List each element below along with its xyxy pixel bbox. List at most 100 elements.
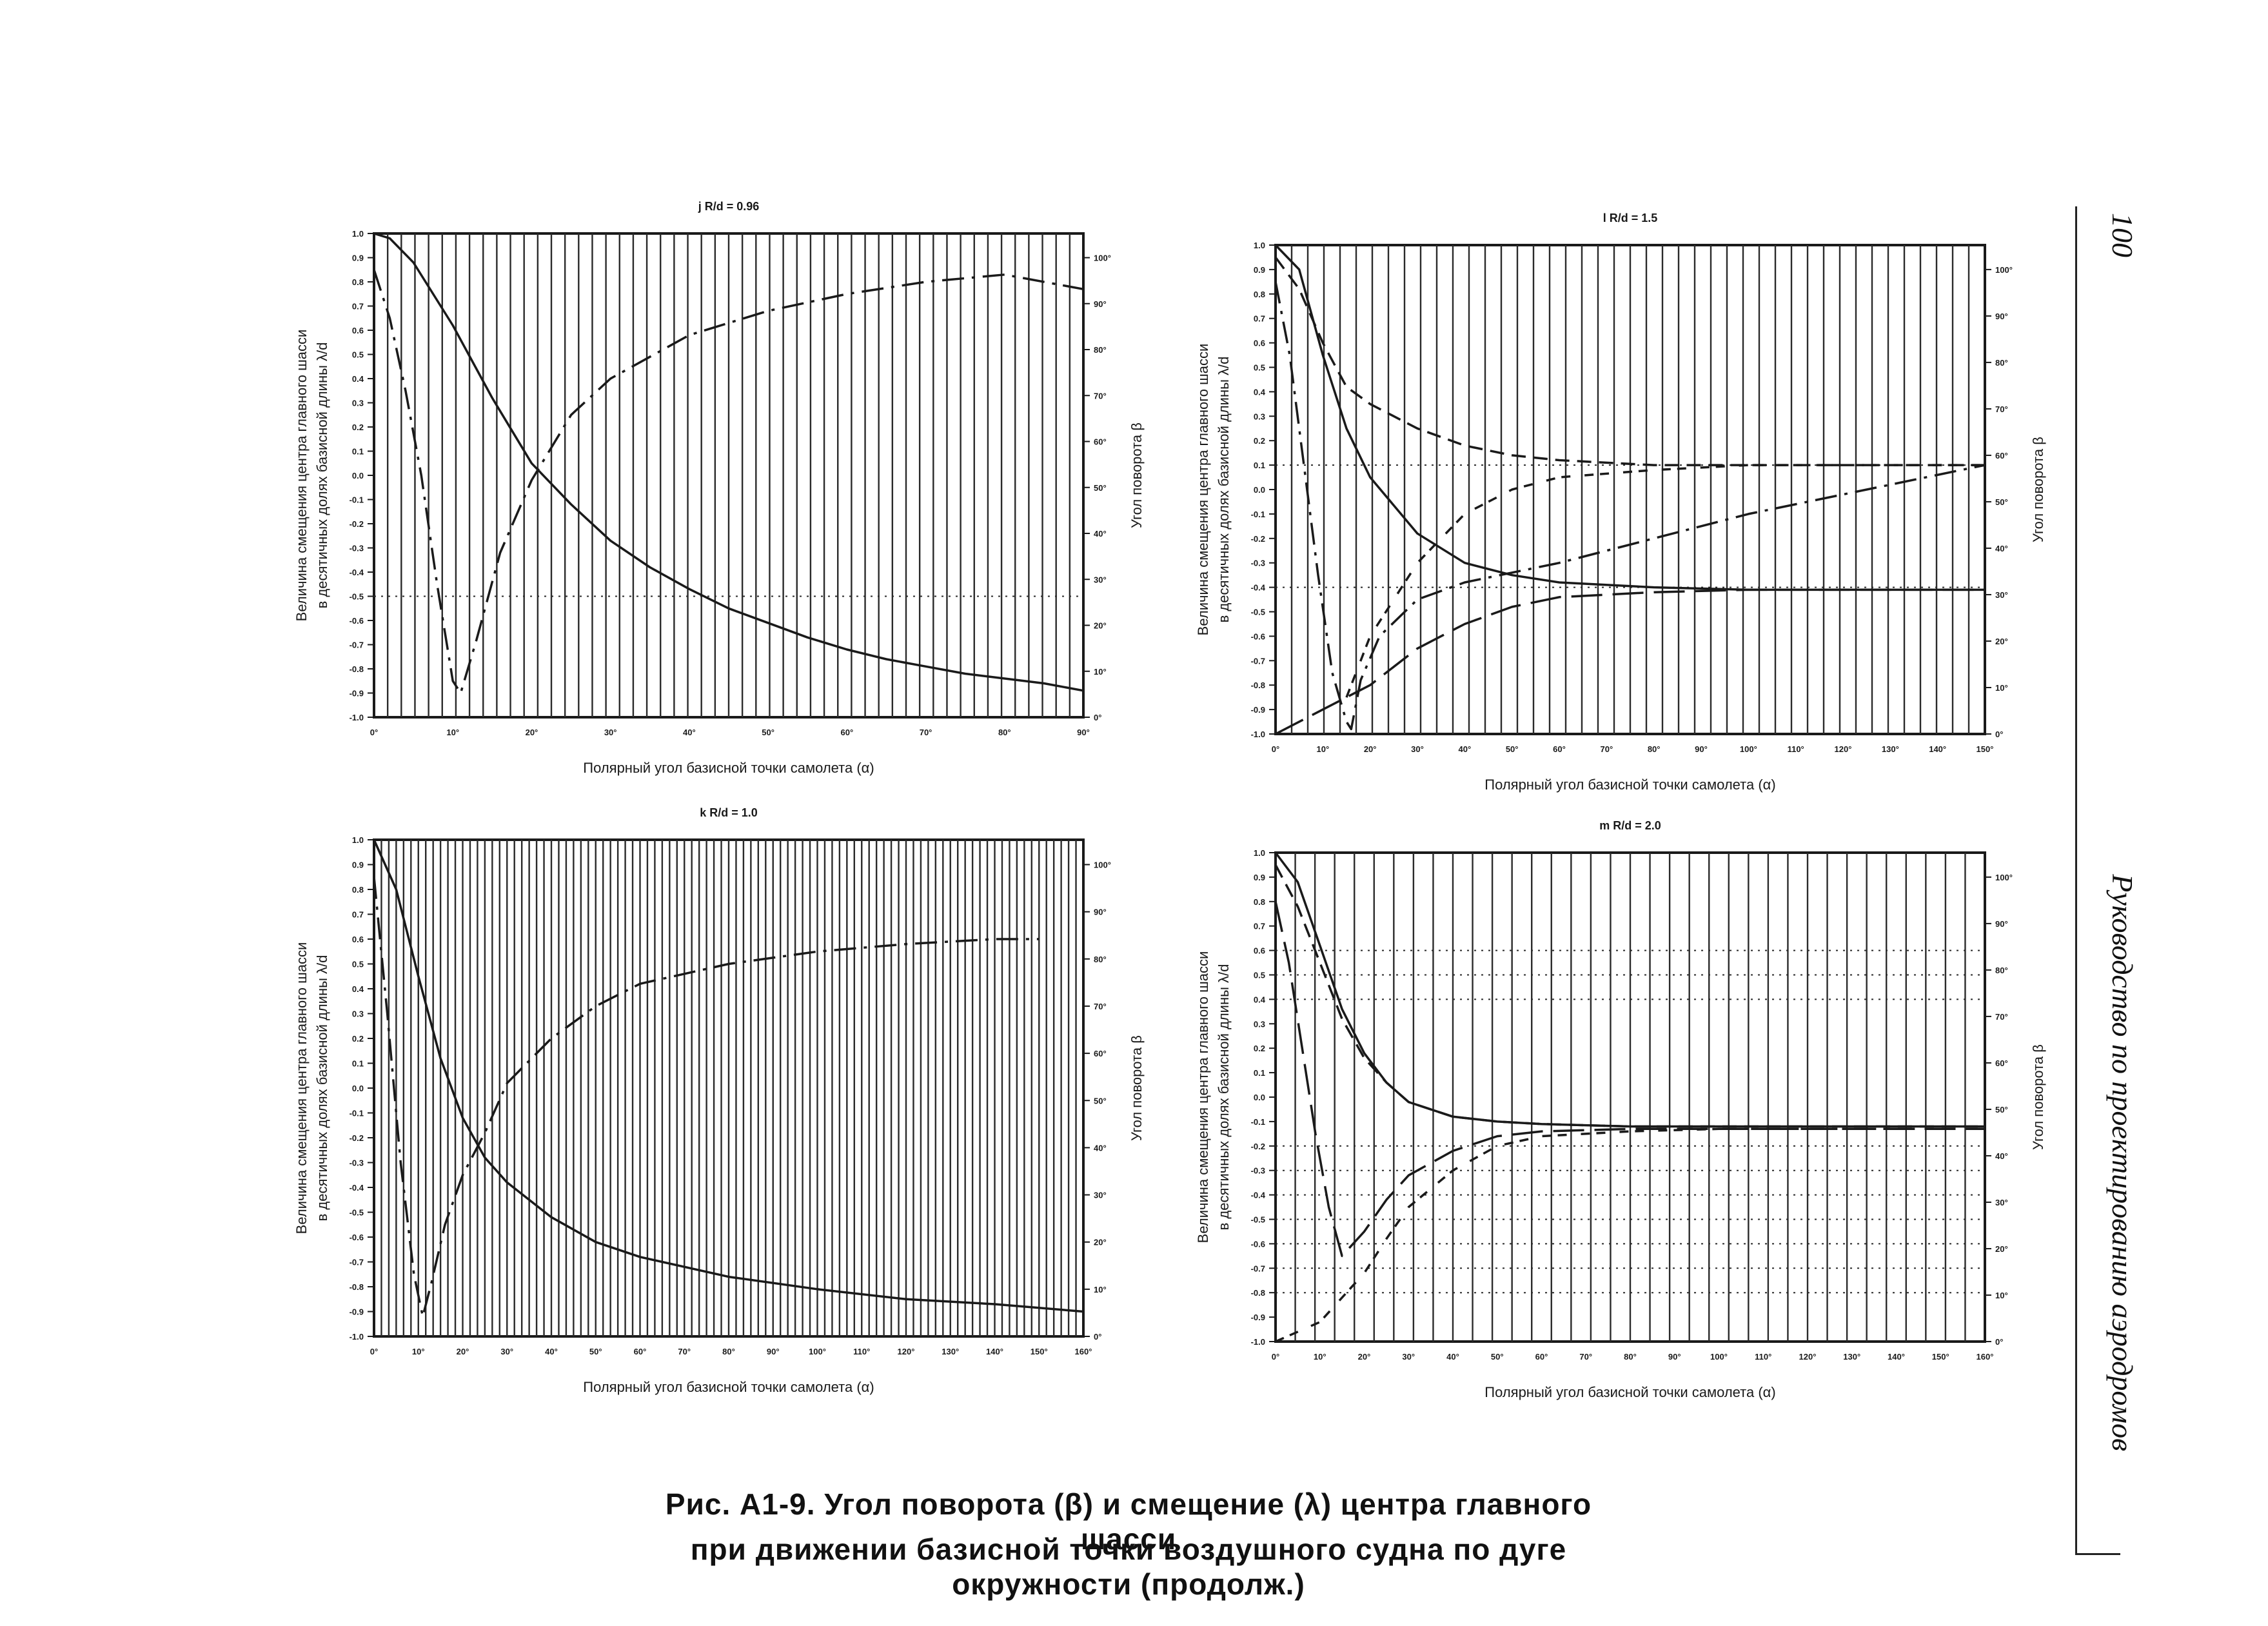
y-tick-label: 0.5 <box>352 960 364 969</box>
y-tick-label: 0.9 <box>1254 265 1265 275</box>
y-tick-label: -0.1 <box>1251 510 1265 519</box>
series-line-dashdot <box>373 269 1084 695</box>
y-tick-label: 0.3 <box>352 399 364 408</box>
y-axis-label-1: Величина смещения центра главного шасси <box>1195 344 1211 636</box>
x-tick-label: 10° <box>412 1347 425 1356</box>
y2-tick-label: 60° <box>1094 1049 1107 1058</box>
series-line-dashed <box>1274 864 1985 1128</box>
x-tick-label: 110° <box>1755 1352 1771 1362</box>
chart-panel-k: 1.0 0.9 0.8 0.7 0.6 0.5 0.4 0.3 0.2 0.1 0.0 -0.1 -0.… <box>293 806 1145 1395</box>
y-tick-label: -0.3 <box>350 1158 364 1168</box>
y-tick-label: 0.5 <box>1254 971 1265 980</box>
y-tick-label: 0.8 <box>352 885 364 895</box>
y-tick-label: -0.8 <box>350 1282 364 1292</box>
y-axis-label-2: в десятичных долях базисной длины λ/d <box>314 955 330 1222</box>
chart-panel-j: 1.0 0.9 0.8 0.7 0.6 0.5 0.4 0.3 0.2 0.1 0.0 -0.1 -0.… <box>293 200 1145 776</box>
y2-tick-label: 100° <box>1995 873 2013 882</box>
y-tick-label: -0.8 <box>350 664 364 674</box>
running-header: 100 Руководство по проектированию аэродр… <box>2104 213 2142 1451</box>
y2-tick-label: 90° <box>1995 312 2008 321</box>
y-tick-label: -1.0 <box>1251 1337 1265 1347</box>
y2-tick-label: 10° <box>1995 1291 2008 1300</box>
x-axis-label: Полярный угол базисной точки самолета (α… <box>1484 777 1775 793</box>
y-tick-label: -0.9 <box>350 689 364 699</box>
y2-tick-label: 50° <box>1094 1096 1107 1105</box>
x-tick-label: 40° <box>1458 744 1471 754</box>
y2-tick-label: 30° <box>1094 1191 1107 1200</box>
y-tick-label: -0.2 <box>350 1133 364 1143</box>
x-tick-label: 60° <box>840 728 853 737</box>
y2-tick-label: 0° <box>1995 1337 2003 1347</box>
y-tick-label: -0.4 <box>350 568 364 577</box>
y2-tick-label: 50° <box>1094 483 1107 493</box>
x-axis-label: Полярный угол базисной точки самолета (α… <box>1484 1384 1775 1400</box>
x-tick-label: 40° <box>1446 1352 1459 1362</box>
series-line-solid <box>373 232 1084 692</box>
y-axis-label-2: в десятичных долях базисной длины λ/d <box>1216 357 1232 623</box>
x-tick-label: 80° <box>998 728 1011 737</box>
y-tick-label: -0.7 <box>350 1258 364 1267</box>
x-tick-label: 80° <box>1648 744 1661 754</box>
x-tick-label: 150° <box>1030 1347 1048 1356</box>
x-tick-label: 120° <box>1799 1352 1817 1362</box>
y2-tick-label: 60° <box>1995 1058 2008 1068</box>
x-tick-label: 150° <box>1977 744 1994 754</box>
y-tick-label: 0.1 <box>352 447 364 457</box>
y-tick-label: -0.4 <box>1251 1191 1266 1200</box>
y-tick-label: -0.2 <box>1251 534 1265 544</box>
y-tick-label: -0.6 <box>350 616 364 626</box>
y-tick-label: -0.7 <box>1251 656 1265 666</box>
y-tick-label: 0.2 <box>1254 436 1265 446</box>
y-tick-label: -0.4 <box>1251 583 1266 593</box>
y-tick-label: -0.6 <box>1251 631 1265 641</box>
x-tick-label: 140° <box>1929 744 1946 754</box>
y-tick-label: 0.1 <box>352 1059 364 1069</box>
y-tick-label: 0.6 <box>1254 339 1265 348</box>
series-line-dashed2 <box>1275 1127 1985 1343</box>
y2-tick-label: 30° <box>1995 590 2008 600</box>
y2-tick-label: 40° <box>1995 1151 2008 1161</box>
y-tick-label: 0.3 <box>1254 1019 1265 1029</box>
y-tick-label: 0.8 <box>1254 897 1265 907</box>
figure-caption-line-2: при движении базисной точки воздушного с… <box>690 1532 1567 1601</box>
y-tick-label: 0.4 <box>1254 387 1266 397</box>
y-tick-label: 0.7 <box>1254 314 1265 324</box>
y2-axis-label: Угол поворота β <box>1129 422 1145 528</box>
x-tick-label: 30° <box>604 728 617 737</box>
y-tick-label: -0.1 <box>350 1109 364 1118</box>
y-tick-label: 1.0 <box>1254 241 1265 250</box>
y-tick-label: 0.6 <box>1254 946 1265 956</box>
x-tick-label: 90° <box>1077 728 1090 737</box>
x-tick-label: 20° <box>457 1347 469 1356</box>
x-tick-label: 150° <box>1932 1352 1949 1362</box>
y-tick-label: 0.8 <box>352 277 364 287</box>
x-tick-label: 40° <box>683 728 696 737</box>
y-tick-label: 1.0 <box>352 229 364 239</box>
y2-tick-label: 40° <box>1094 529 1107 539</box>
x-tick-label: 10° <box>446 728 459 737</box>
y-tick-label: 0.4 <box>1254 995 1266 1004</box>
x-tick-label: 40° <box>545 1347 558 1356</box>
x-tick-label: 120° <box>1835 744 1852 754</box>
y-tick-label: 0.2 <box>1254 1044 1265 1053</box>
y-tick-label: 0.0 <box>352 1084 364 1093</box>
x-tick-label: 50° <box>1491 1352 1504 1362</box>
y-tick-label: -0.5 <box>350 592 364 602</box>
y-tick-label: -0.3 <box>1251 559 1265 568</box>
y2-tick-label: 50° <box>1995 1105 2008 1115</box>
panel-label: m R/d = 2.0 <box>1599 819 1661 832</box>
y-tick-label: 0.3 <box>1254 411 1265 421</box>
y-tick-label: -0.6 <box>1251 1239 1265 1249</box>
x-tick-label: 20° <box>526 728 538 737</box>
x-tick-label: 130° <box>1843 1352 1860 1362</box>
x-tick-label: 100° <box>809 1347 826 1356</box>
margin-rule-foot <box>2075 1553 2120 1555</box>
y2-axis-label: Угол поворота β <box>2030 437 2046 542</box>
y2-axis-label: Угол поворота β <box>1129 1035 1145 1141</box>
panel-label: k R/d = 1.0 <box>700 806 758 819</box>
y-axis-label-1: Величина смещения центра главного шасси <box>1195 951 1211 1244</box>
y2-tick-label: 60° <box>1995 451 2008 461</box>
y-tick-label: -0.1 <box>1251 1117 1265 1127</box>
y-tick-label: 0.7 <box>352 302 364 312</box>
